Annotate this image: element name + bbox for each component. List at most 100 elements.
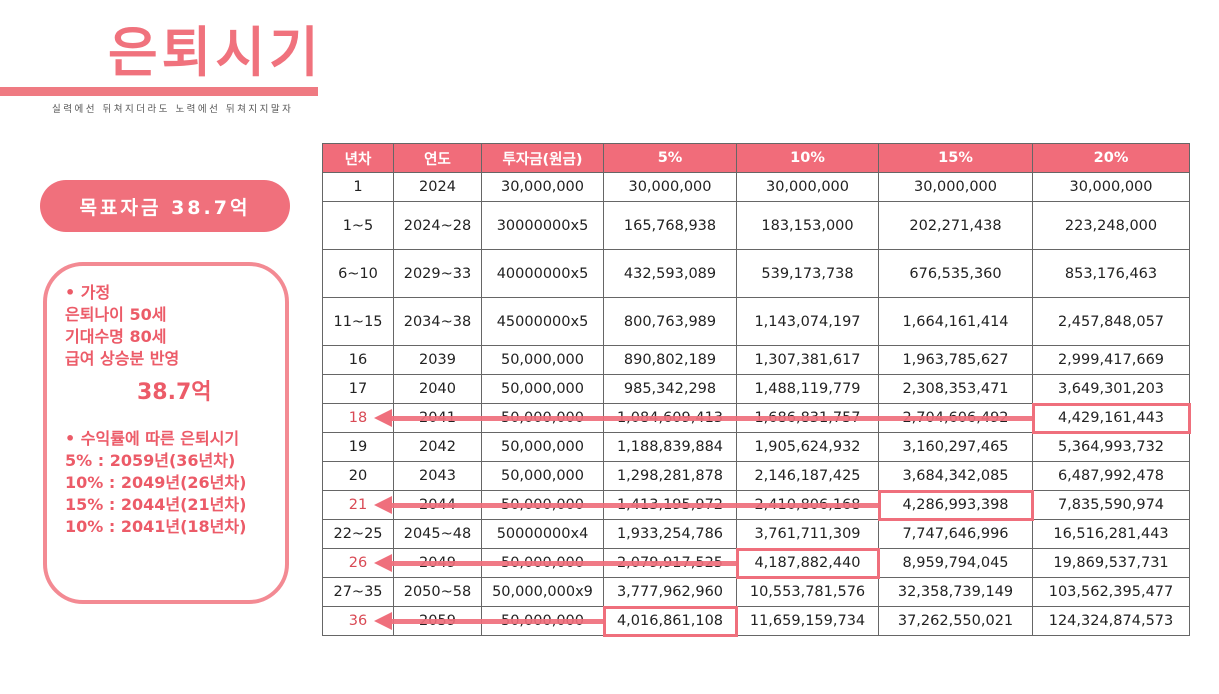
table-cell: 50,000,000 bbox=[481, 461, 604, 491]
table-cell: 2043 bbox=[393, 461, 482, 491]
table-cell: 4,016,861,108 bbox=[603, 606, 737, 636]
arrow-head-icon bbox=[373, 612, 392, 630]
table-cell: 19 bbox=[322, 432, 394, 462]
table-cell: 1,963,785,627 bbox=[878, 345, 1033, 375]
table-cell: 4,286,993,398 bbox=[878, 490, 1033, 520]
table-cell: 27~35 bbox=[322, 577, 394, 607]
table-cell: 202,271,438 bbox=[878, 201, 1033, 250]
table-row: 1~5 2024~28 30000000x5 165,768,938 183,153,0… bbox=[322, 201, 1190, 250]
table-cell: 1,298,281,878 bbox=[603, 461, 737, 491]
column-header: 15% bbox=[878, 143, 1033, 173]
table-cell: 45000000x5 bbox=[481, 297, 604, 346]
table-row: 1 2024 30,000,000 30,000,000 30,000,000 30,00… bbox=[322, 172, 1190, 202]
table-cell: 30,000,000 bbox=[481, 172, 604, 202]
table-cell: 50,000,000x9 bbox=[481, 577, 604, 607]
column-header: 연도 bbox=[393, 143, 482, 173]
table-row: 11~15 2034~38 45000000x5 800,763,989 1,143,0… bbox=[322, 297, 1190, 346]
table-row: 20 2043 50,000,000 1,298,281,878 2,146,187,4… bbox=[322, 461, 1190, 491]
table-cell: 3,761,711,309 bbox=[736, 519, 879, 549]
table-cell: 539,173,738 bbox=[736, 249, 879, 298]
column-header: 10% bbox=[736, 143, 879, 173]
table-row: 22~25 2045~48 50000000x4 1,933,254,786 3,761… bbox=[322, 519, 1190, 549]
table-cell: 1,905,624,932 bbox=[736, 432, 879, 462]
table-cell: 853,176,463 bbox=[1032, 249, 1190, 298]
table-cell: 4,187,882,440 bbox=[736, 548, 879, 578]
column-header: 20% bbox=[1032, 143, 1190, 173]
arrow-head-icon bbox=[373, 496, 392, 514]
table-cell: 165,768,938 bbox=[603, 201, 737, 250]
table-cell: 183,153,000 bbox=[736, 201, 879, 250]
timing-item: 15% : 2044년(21년차) bbox=[65, 495, 247, 514]
title-underline bbox=[0, 87, 318, 96]
table-cell: 2,457,848,057 bbox=[1032, 297, 1190, 346]
slogan: 실력에선 뒤쳐지더라도 노력에선 뒤쳐지지말자 bbox=[52, 104, 294, 115]
table-cell: 2024 bbox=[393, 172, 482, 202]
table-row: 27~35 2050~58 50,000,000x9 3,777,962,960 10,… bbox=[322, 577, 1190, 607]
table-cell: 30,000,000 bbox=[878, 172, 1033, 202]
table-row: 17 2040 50,000,000 985,342,298 1,488,119,779… bbox=[322, 374, 1190, 404]
timing-heading: • 수익률에 따른 은퇴시기 bbox=[65, 429, 240, 448]
table-cell: 2042 bbox=[393, 432, 482, 462]
table-cell: 2045~48 bbox=[393, 519, 482, 549]
arrow-head-icon bbox=[373, 409, 392, 427]
arrow-head-icon bbox=[373, 554, 392, 572]
investment-table: 년차 연도 투자금(원금) 5% 10% 15% 20% 1 2024 30,000,000 30… bbox=[322, 143, 1190, 636]
table-cell: 223,248,000 bbox=[1032, 201, 1190, 250]
assumption-heading: • 가정 bbox=[65, 283, 111, 302]
table-cell: 11,659,159,734 bbox=[736, 606, 879, 636]
table-cell: 6,487,992,478 bbox=[1032, 461, 1190, 491]
column-header: 투자금(원금) bbox=[481, 143, 604, 173]
table-cell: 30,000,000 bbox=[736, 172, 879, 202]
table-cell: 7,835,590,974 bbox=[1032, 490, 1190, 520]
arrow-line bbox=[387, 619, 604, 624]
target-amount: 38.7억 bbox=[137, 380, 212, 405]
table-cell: 2034~38 bbox=[393, 297, 482, 346]
table-body: 1 2024 30,000,000 30,000,000 30,000,000 30,00… bbox=[322, 172, 1190, 636]
table-cell: 1 bbox=[322, 172, 394, 202]
table-cell: 2024~28 bbox=[393, 201, 482, 250]
table-cell: 3,649,301,203 bbox=[1032, 374, 1190, 404]
table-cell: 2,308,353,471 bbox=[878, 374, 1033, 404]
table-cell: 6~10 bbox=[322, 249, 394, 298]
table-cell: 20 bbox=[322, 461, 394, 491]
assumption-item: 은퇴나이 50세 bbox=[65, 305, 167, 324]
arrow-line bbox=[387, 503, 879, 508]
table-cell: 30,000,000 bbox=[1032, 172, 1190, 202]
table-cell: 1,933,254,786 bbox=[603, 519, 737, 549]
timing-item: 5% : 2059년(36년차) bbox=[65, 451, 236, 470]
goal-badge: 목표자금 38.7억 bbox=[40, 180, 290, 232]
arrow-line bbox=[387, 561, 737, 566]
table-cell: 432,593,089 bbox=[603, 249, 737, 298]
assumption-item: 기대수명 80세 bbox=[65, 327, 167, 346]
arrow-line bbox=[387, 416, 1033, 421]
table-cell: 1,143,074,197 bbox=[736, 297, 879, 346]
assumption-item: 급여 상승분 반영 bbox=[65, 349, 180, 368]
table-cell: 40000000x5 bbox=[481, 249, 604, 298]
table-cell: 18 bbox=[322, 403, 394, 433]
page-title: 은퇴시기 bbox=[108, 21, 323, 84]
table-cell: 1~5 bbox=[322, 201, 394, 250]
table-cell: 124,324,874,573 bbox=[1032, 606, 1190, 636]
table-cell: 2029~33 bbox=[393, 249, 482, 298]
table-cell: 50,000,000 bbox=[481, 432, 604, 462]
table-cell: 50,000,000 bbox=[481, 374, 604, 404]
table-cell: 19,869,537,731 bbox=[1032, 548, 1190, 578]
table-cell: 2,999,417,669 bbox=[1032, 345, 1190, 375]
table-cell: 1,664,161,414 bbox=[878, 297, 1033, 346]
table-cell: 50000000x4 bbox=[481, 519, 604, 549]
table-cell: 22~25 bbox=[322, 519, 394, 549]
timing-item: 10% : 2041년(18년차) bbox=[65, 517, 247, 536]
table-cell: 30000000x5 bbox=[481, 201, 604, 250]
table-cell: 10,553,781,576 bbox=[736, 577, 879, 607]
table-cell: 17 bbox=[322, 374, 394, 404]
table-cell: 7,747,646,996 bbox=[878, 519, 1033, 549]
table-cell: 16,516,281,443 bbox=[1032, 519, 1190, 549]
table-cell: 985,342,298 bbox=[603, 374, 737, 404]
table-cell: 50,000,000 bbox=[481, 345, 604, 375]
notes-panel: • 가정 은퇴나이 50세 기대수명 80세 급여 상승분 반영 38.7억 •… bbox=[43, 262, 289, 604]
table-cell: 103,562,395,477 bbox=[1032, 577, 1190, 607]
table-cell: 2040 bbox=[393, 374, 482, 404]
table-cell: 8,959,794,045 bbox=[878, 548, 1033, 578]
table-cell: 800,763,989 bbox=[603, 297, 737, 346]
table-cell: 2050~58 bbox=[393, 577, 482, 607]
